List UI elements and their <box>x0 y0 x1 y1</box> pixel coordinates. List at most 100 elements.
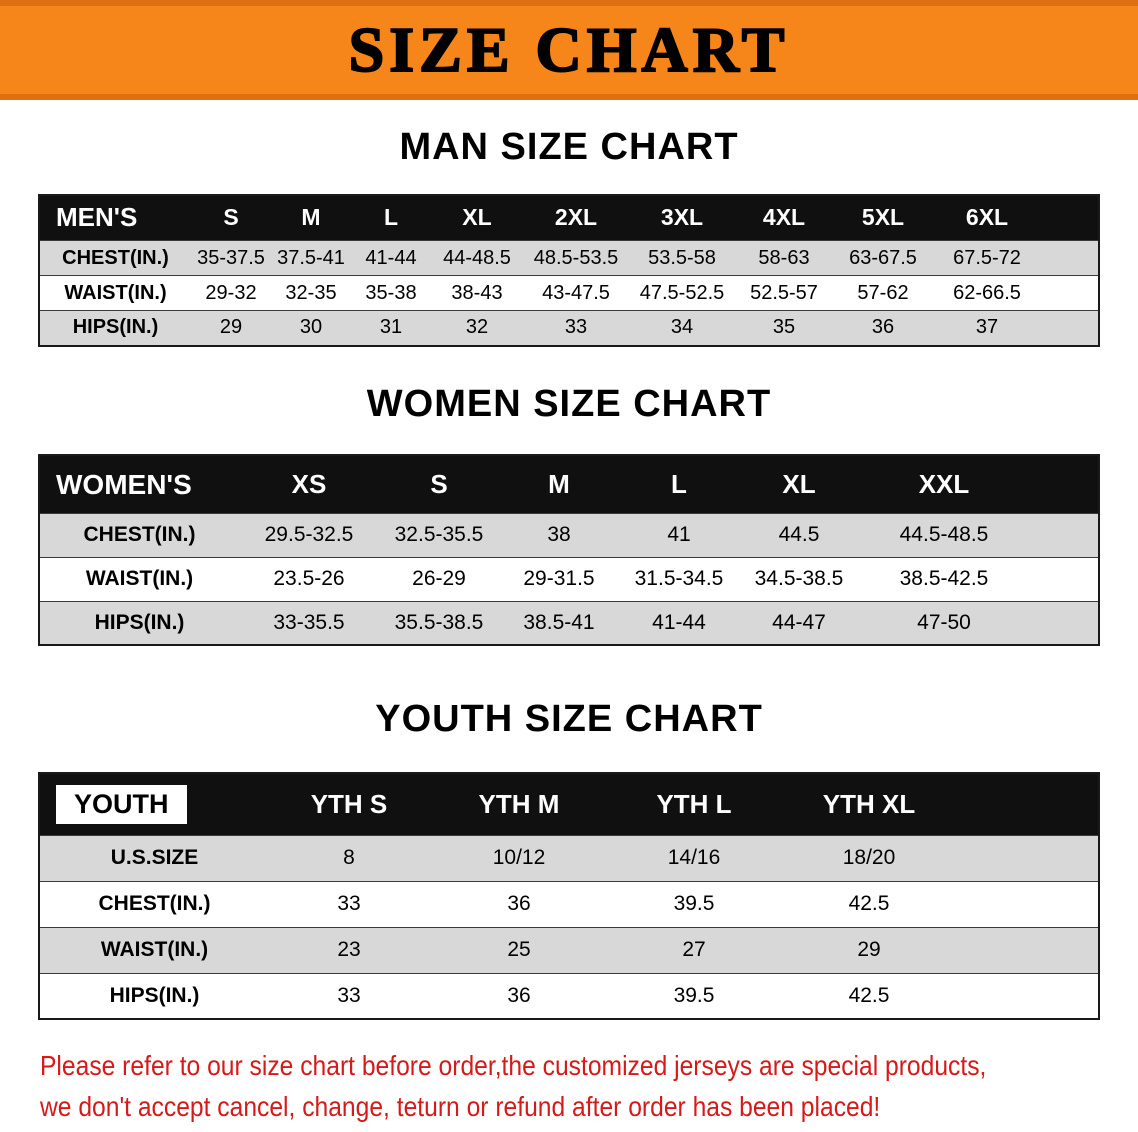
table-cell: 47.5-52.5 <box>629 275 735 311</box>
disclaimer-line-1: Please refer to our size chart before or… <box>40 1050 987 1082</box>
row-label: WAIST(IN.) <box>39 926 269 974</box>
men-waist-row: WAIST(IN.) 29-32 32-35 35-38 38-43 43-47… <box>39 275 1099 311</box>
table-cell: 62-66.5 <box>933 275 1041 311</box>
table-cell: 44.5-48.5 <box>859 512 1029 558</box>
table-cell: 33 <box>269 972 429 1020</box>
filler-cell <box>1041 194 1099 241</box>
youth-chest-row: CHEST(IN.) 33 36 39.5 42.5 <box>39 880 1099 928</box>
men-size-table: MEN'S S M L XL 2XL 3XL 4XL 5XL 6XL CHEST… <box>38 193 1100 347</box>
table-cell: 36 <box>429 972 609 1020</box>
women-size-chart-heading: WOMEN SIZE CHART <box>366 382 772 425</box>
table-cell: 23.5-26 <box>239 556 379 602</box>
table-cell: 30 <box>271 310 351 346</box>
table-cell: 29-31.5 <box>499 556 619 602</box>
table-cell: 37 <box>933 310 1041 346</box>
men-size-header: 3XL <box>629 194 735 241</box>
table-cell: 26-29 <box>379 556 499 602</box>
table-cell: 42.5 <box>779 972 959 1020</box>
youth-table-title: YOUTH <box>39 773 269 836</box>
table-cell: 32-35 <box>271 275 351 311</box>
table-cell: 32.5-35.5 <box>379 512 499 558</box>
size-chart-banner: SIZE CHART <box>0 0 1138 100</box>
youth-size-header: YTH M <box>429 773 609 836</box>
men-size-header: M <box>271 194 351 241</box>
youth-size-table: YOUTH YTH S YTH M YTH L YTH XL U.S.SIZE … <box>38 772 1100 1021</box>
table-cell: 44.5 <box>739 512 859 558</box>
men-size-header: 6XL <box>933 194 1041 241</box>
youth-hips-row: HIPS(IN.) 33 36 39.5 42.5 <box>39 972 1099 1020</box>
men-size-header: S <box>191 194 271 241</box>
men-size-header: XL <box>431 194 523 241</box>
women-waist-row: WAIST(IN.) 23.5-26 26-29 29-31.5 31.5-34… <box>39 556 1099 602</box>
table-cell: 36 <box>429 880 609 928</box>
row-label: WAIST(IN.) <box>39 275 191 311</box>
table-cell: 57-62 <box>833 275 933 311</box>
women-table-title: WOMEN'S <box>39 455 239 514</box>
men-size-header: 5XL <box>833 194 933 241</box>
youth-waist-row: WAIST(IN.) 23 25 27 29 <box>39 926 1099 974</box>
women-size-header: XXL <box>859 455 1029 514</box>
table-cell: 58-63 <box>735 240 833 276</box>
table-cell: 18/20 <box>779 834 959 882</box>
table-cell: 8 <box>269 834 429 882</box>
table-cell: 41 <box>619 512 739 558</box>
women-header-row: WOMEN'S XS S M L XL XXL <box>39 455 1099 514</box>
table-cell: 39.5 <box>609 972 779 1020</box>
table-cell: 41-44 <box>619 600 739 646</box>
row-label: WAIST(IN.) <box>39 556 239 602</box>
disclaimer-line-2: we don't accept cancel, change, teturn o… <box>40 1090 881 1122</box>
table-cell: 27 <box>609 926 779 974</box>
table-cell: 29 <box>191 310 271 346</box>
table-cell: 38.5-41 <box>499 600 619 646</box>
row-label: HIPS(IN.) <box>39 310 191 346</box>
table-cell: 39.5 <box>609 880 779 928</box>
table-cell: 35-37.5 <box>191 240 271 276</box>
row-label: U.S.SIZE <box>39 834 269 882</box>
men-table-title: MEN'S <box>39 194 191 241</box>
youth-title-chip: YOUTH <box>56 784 187 824</box>
table-cell: 23 <box>269 926 429 974</box>
table-cell: 42.5 <box>779 880 959 928</box>
table-cell: 33 <box>523 310 629 346</box>
women-chest-row: CHEST(IN.) 29.5-32.5 32.5-35.5 38 41 44.… <box>39 512 1099 558</box>
women-size-header: M <box>499 455 619 514</box>
filler-cell <box>1041 275 1099 311</box>
filler-cell <box>959 972 1099 1020</box>
women-size-header: XS <box>239 455 379 514</box>
filler-cell <box>1029 455 1099 514</box>
table-cell: 53.5-58 <box>629 240 735 276</box>
filler-cell <box>959 773 1099 836</box>
table-cell: 44-47 <box>739 600 859 646</box>
table-cell: 47-50 <box>859 600 1029 646</box>
youth-size-header: YTH S <box>269 773 429 836</box>
men-size-header: 2XL <box>523 194 629 241</box>
table-cell: 38-43 <box>431 275 523 311</box>
table-cell: 44-48.5 <box>431 240 523 276</box>
table-cell: 31 <box>351 310 431 346</box>
table-cell: 35.5-38.5 <box>379 600 499 646</box>
filler-cell <box>959 926 1099 974</box>
table-cell: 34 <box>629 310 735 346</box>
table-cell: 33 <box>269 880 429 928</box>
table-cell: 43-47.5 <box>523 275 629 311</box>
disclaimer: Please refer to our size chart before or… <box>40 1046 1138 1127</box>
row-label: CHEST(IN.) <box>39 512 239 558</box>
youth-size-chart-heading: YOUTH SIZE CHART <box>375 698 763 741</box>
table-cell: 35 <box>735 310 833 346</box>
page-title: SIZE CHART <box>348 14 790 85</box>
filler-cell <box>1041 240 1099 276</box>
table-cell: 29-32 <box>191 275 271 311</box>
women-size-header: L <box>619 455 739 514</box>
table-cell: 63-67.5 <box>833 240 933 276</box>
youth-size-header: YTH XL <box>779 773 959 836</box>
youth-ussize-row: U.S.SIZE 8 10/12 14/16 18/20 <box>39 834 1099 882</box>
men-hips-row: HIPS(IN.) 29 30 31 32 33 34 35 36 37 <box>39 310 1099 346</box>
table-cell: 14/16 <box>609 834 779 882</box>
filler-cell <box>1029 512 1099 558</box>
women-size-table: WOMEN'S XS S M L XL XXL CHEST(IN.) 29.5-… <box>38 454 1100 647</box>
women-size-header: S <box>379 455 499 514</box>
table-cell: 41-44 <box>351 240 431 276</box>
table-cell: 33-35.5 <box>239 600 379 646</box>
table-cell: 38.5-42.5 <box>859 556 1029 602</box>
row-label: CHEST(IN.) <box>39 880 269 928</box>
